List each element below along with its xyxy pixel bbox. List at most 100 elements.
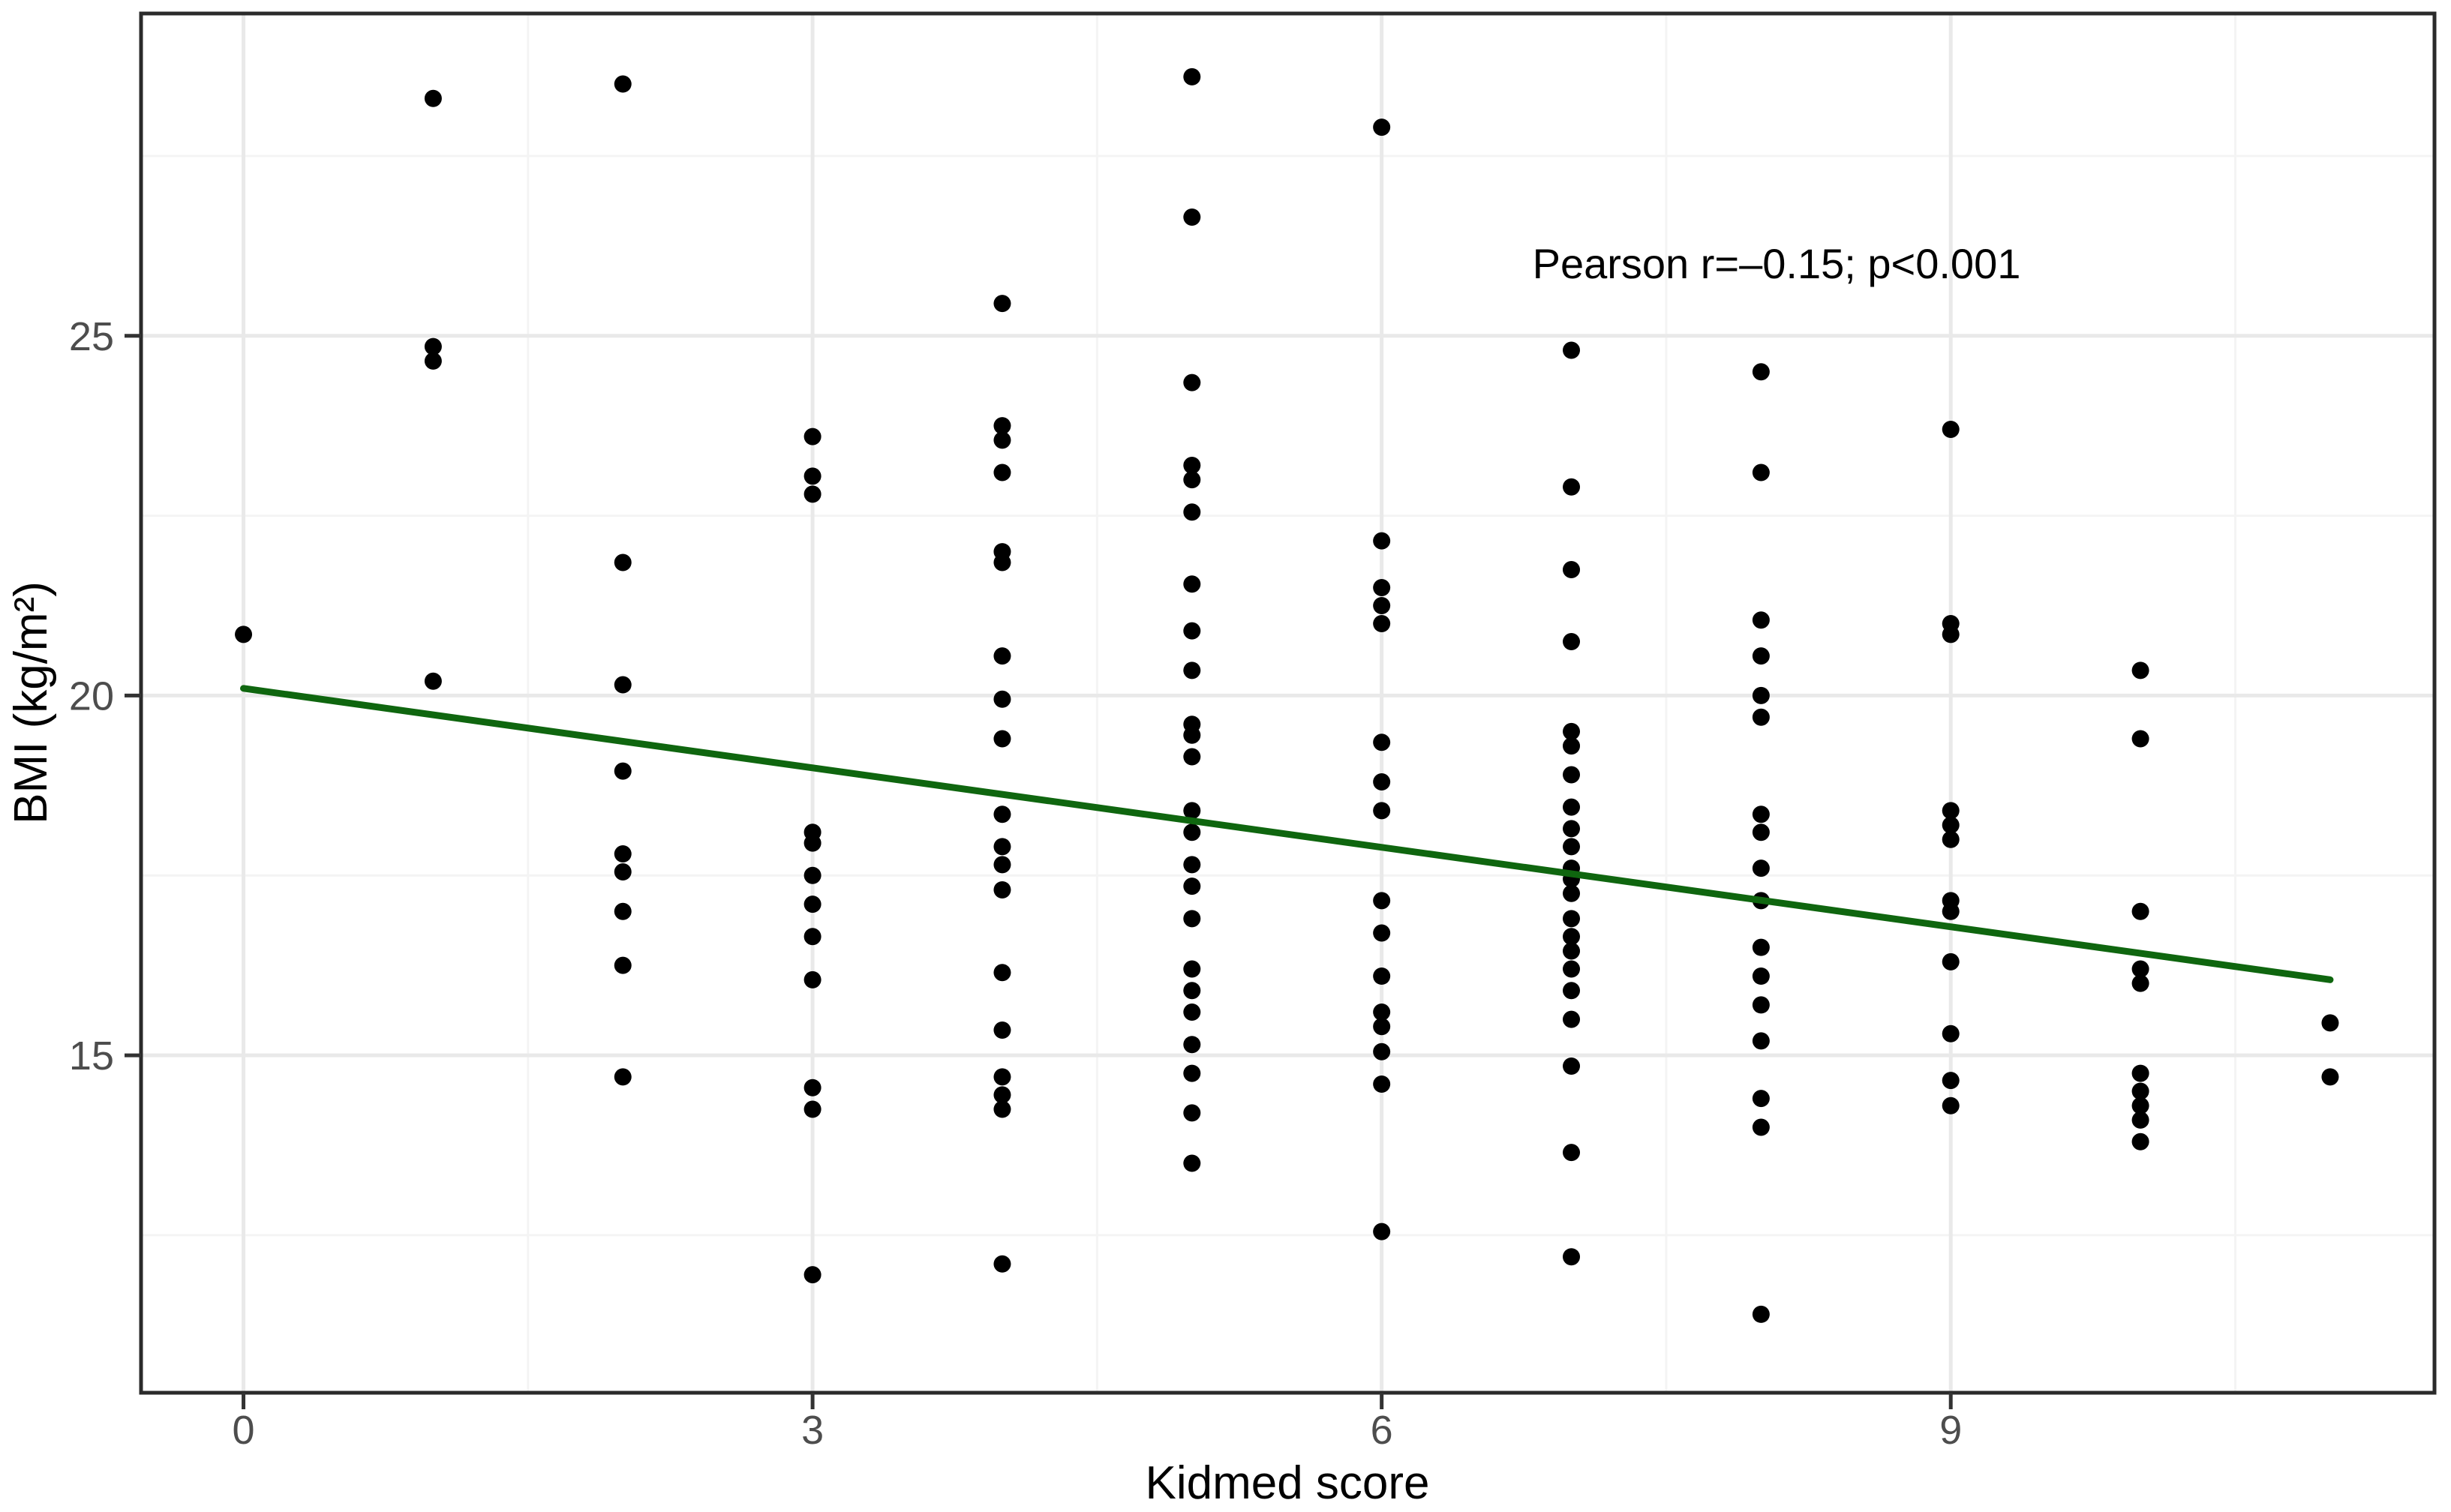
data-point	[1752, 860, 1770, 878]
data-point	[1183, 824, 1201, 842]
data-point	[1373, 579, 1391, 597]
data-point	[1373, 773, 1391, 791]
data-point	[1373, 532, 1391, 550]
data-point	[1183, 856, 1201, 874]
data-point	[1563, 928, 1581, 946]
data-point	[1183, 503, 1201, 521]
x-tick-label: 0	[233, 1408, 255, 1453]
data-point	[993, 838, 1011, 856]
x-axis-tick-labels: 0 3 6 9	[233, 1408, 1963, 1453]
data-point	[1373, 892, 1391, 910]
data-point	[803, 866, 822, 884]
data-point	[1563, 960, 1581, 978]
data-point	[993, 647, 1011, 665]
data-point	[1183, 68, 1201, 86]
data-point	[2131, 1111, 2149, 1129]
data-point	[1563, 1248, 1581, 1266]
data-point	[614, 956, 632, 974]
data-point	[235, 626, 253, 644]
data-point	[1373, 1042, 1391, 1060]
data-point	[1942, 1096, 1960, 1114]
data-point	[1563, 1010, 1581, 1028]
data-point	[2321, 1068, 2339, 1086]
data-point	[1752, 647, 1770, 665]
y-tick-label: 25	[69, 314, 114, 359]
data-point	[1942, 816, 1960, 834]
data-point	[614, 1068, 632, 1086]
data-point	[1373, 614, 1391, 632]
data-point	[1752, 708, 1770, 726]
data-point	[2321, 1014, 2339, 1032]
data-point	[614, 844, 632, 862]
data-point	[993, 417, 1011, 435]
axis-tick-marks	[125, 334, 1953, 1409]
data-point	[1183, 1036, 1201, 1054]
data-point	[803, 834, 822, 852]
data-points	[235, 68, 2339, 1323]
data-point	[614, 75, 632, 93]
data-point	[1183, 726, 1201, 744]
data-point	[614, 902, 632, 920]
data-point	[614, 676, 632, 694]
minor-gridlines	[141, 14, 2434, 1393]
data-point	[1752, 1032, 1770, 1050]
data-point	[1563, 722, 1581, 740]
data-point	[1183, 878, 1201, 896]
correlation-annotation: Pearson r=–0.15; p<0.001	[1533, 240, 2021, 287]
data-point	[2131, 1064, 2149, 1082]
data-point	[1752, 806, 1770, 824]
data-point	[1563, 1057, 1581, 1075]
data-point	[1563, 341, 1581, 359]
data-point	[2131, 1096, 2149, 1114]
data-point	[614, 762, 632, 780]
data-point	[1752, 464, 1770, 482]
data-point	[614, 862, 632, 880]
data-point	[1563, 884, 1581, 902]
data-point	[993, 1022, 1011, 1040]
data-point	[1373, 1222, 1391, 1240]
data-point	[803, 485, 822, 503]
y-axis-tick-labels: 15 20 25	[69, 314, 114, 1078]
plot-panel-border	[139, 11, 2437, 1395]
data-point	[1942, 952, 1960, 970]
data-point	[1563, 561, 1581, 579]
data-point	[1752, 1090, 1770, 1108]
data-point	[1183, 1104, 1201, 1122]
data-point	[1563, 766, 1581, 784]
data-point	[1183, 748, 1201, 766]
data-point	[1373, 1075, 1391, 1093]
data-point	[1942, 830, 1960, 848]
data-point	[1563, 942, 1581, 960]
data-point	[1563, 632, 1581, 650]
data-point	[1563, 737, 1581, 755]
data-point	[1752, 611, 1770, 629]
x-tick-label: 6	[1371, 1408, 1393, 1453]
data-point	[1373, 1004, 1391, 1022]
data-point	[1183, 622, 1201, 640]
data-point	[993, 554, 1011, 572]
data-point	[1942, 1072, 1960, 1090]
data-point	[2131, 662, 2149, 680]
data-point	[803, 896, 822, 914]
data-point	[1183, 960, 1201, 978]
data-point	[993, 1100, 1011, 1118]
data-point	[803, 1078, 822, 1096]
data-point	[803, 467, 822, 485]
data-point	[424, 672, 442, 690]
data-point	[993, 1086, 1011, 1104]
data-point	[1563, 838, 1581, 856]
data-point	[424, 338, 442, 356]
data-point	[1373, 734, 1391, 752]
data-point	[1563, 798, 1581, 816]
trend-line	[240, 685, 2334, 983]
data-point	[1373, 597, 1391, 615]
x-axis-title: Kidmed score	[1145, 1457, 1429, 1509]
data-point	[993, 431, 1011, 449]
data-point	[993, 964, 1011, 982]
data-point	[1183, 374, 1201, 392]
data-point	[993, 856, 1011, 874]
data-point	[2131, 974, 2149, 992]
data-point	[1563, 478, 1581, 496]
